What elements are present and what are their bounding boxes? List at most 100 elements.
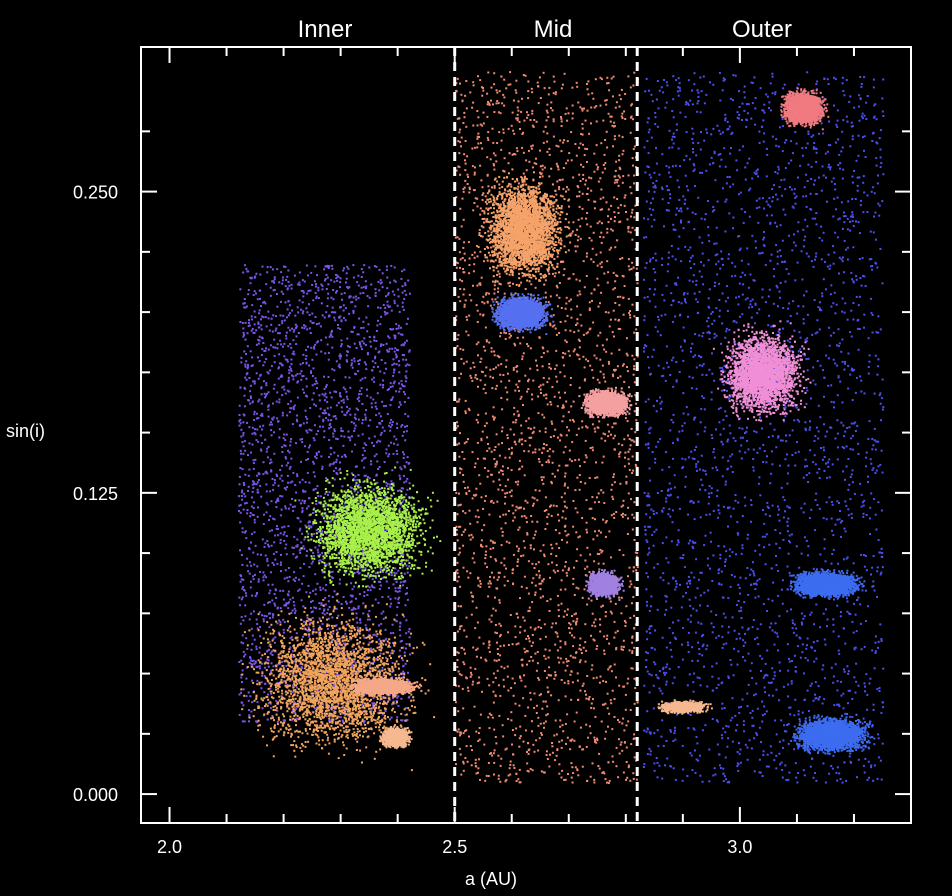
data-point [251,634,254,637]
data-point [257,417,260,419]
data-point [364,650,367,653]
data-point [385,702,388,705]
data-point [389,404,392,407]
data-point [251,426,254,429]
data-point [363,591,366,594]
data-point [356,397,359,400]
data-point [342,401,345,404]
data-point [365,652,368,655]
data-point [363,361,366,364]
data-point [282,292,285,295]
data-point [270,469,273,472]
data-point [264,661,267,664]
data-point [374,288,377,291]
data-point [278,619,281,622]
data-point [255,618,258,621]
data-point [253,431,256,434]
data-point [353,670,356,673]
data-point [383,372,386,375]
data-point [394,590,397,593]
data-point [391,623,394,626]
data-point [359,343,362,346]
data-point [353,731,356,734]
data-point [349,638,351,641]
data-point [354,608,357,610]
data-point [282,671,284,674]
data-point [291,695,294,698]
data-point [308,723,311,726]
data-point [340,292,343,295]
data-point [294,636,297,639]
data-point [339,661,342,664]
data-point [381,400,384,403]
data-point [385,637,388,640]
data-point [388,488,391,491]
data-point [315,353,318,356]
data-point [268,601,271,603]
data-point [251,400,254,403]
data-point [261,614,264,617]
data-point [263,300,266,303]
data-point [400,383,403,386]
data-point [336,592,339,595]
data-point [390,328,393,331]
data-point [332,462,335,465]
data-point [402,358,405,361]
data-point [389,426,392,429]
data-point [281,279,284,282]
data-point [270,434,273,437]
data-point [346,360,349,363]
data-point [396,550,399,553]
data-point [387,645,390,648]
data-point [362,550,365,553]
data-point [295,729,298,732]
data-point [272,697,275,700]
data-point [277,614,280,617]
data-point [298,271,301,274]
data-point [249,586,252,589]
data-point [362,326,365,329]
data-point [365,658,368,660]
data-point [312,460,315,463]
data-point [344,376,347,379]
data-point [390,418,393,421]
data-point [330,706,333,709]
data-point [296,473,299,476]
data-point [382,610,385,613]
data-point [326,687,329,690]
data-point [315,380,318,383]
data-point [338,664,341,667]
data-point [283,342,286,345]
data-point [346,657,348,660]
data-point [357,605,360,608]
data-point [281,411,284,414]
data-point [304,686,307,689]
data-point [313,532,316,535]
data-point [360,701,363,704]
data-point [323,638,326,640]
data-point [354,465,357,468]
data-point [293,628,296,631]
data-point [275,506,278,509]
data-point [290,370,293,372]
data-point [294,711,297,714]
data-point [322,643,324,646]
data-point [350,555,353,558]
data-point [305,673,308,676]
data-point [301,301,304,304]
data-point [278,366,280,369]
data-point [370,707,373,710]
data-point [314,593,317,596]
data-point [248,709,250,712]
data-point [328,439,331,441]
data-point [396,452,399,455]
data-point [240,575,243,577]
data-point [240,428,243,431]
data-point [307,700,310,703]
data-point [302,624,305,627]
data-point [326,400,329,403]
data-point [391,662,394,664]
data-point [343,453,346,456]
data-point [296,694,299,697]
data-point [337,401,340,404]
